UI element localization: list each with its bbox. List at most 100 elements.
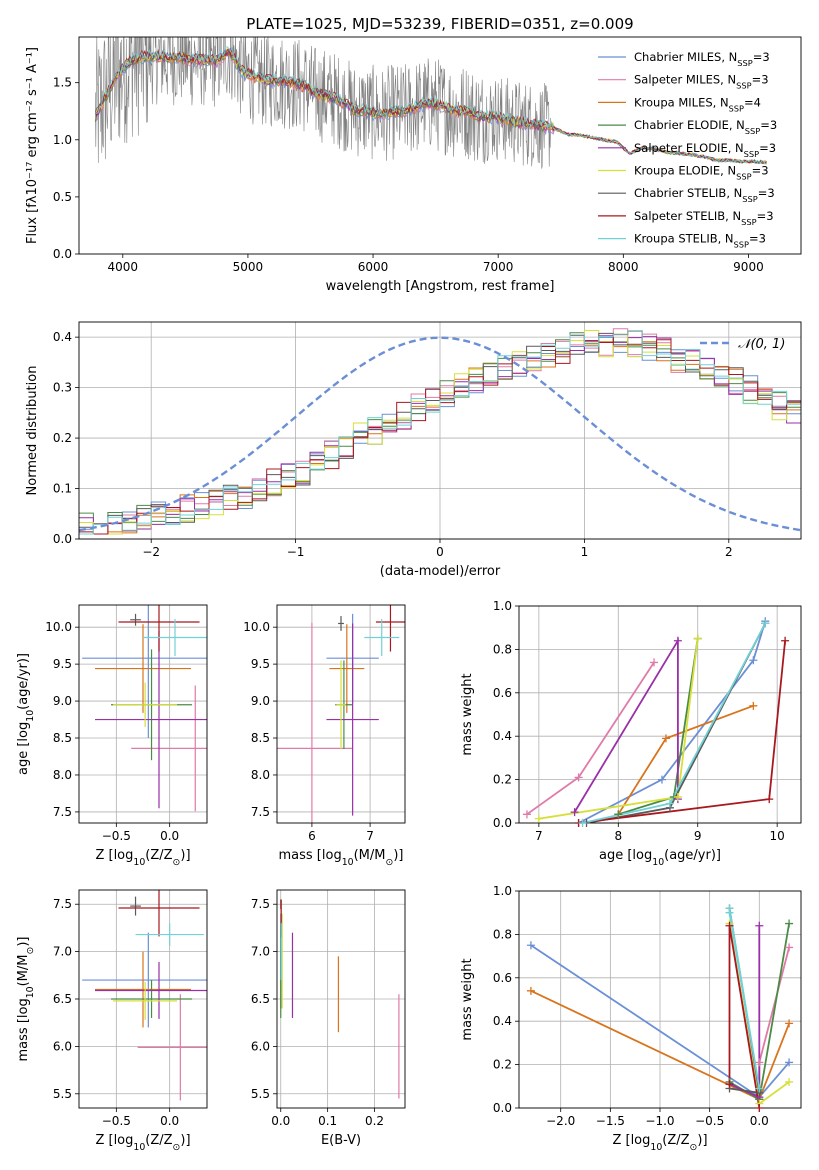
legend-entry: 𝒩(0, 1) bbox=[738, 337, 785, 352]
mass-weight-marker bbox=[785, 1058, 794, 1067]
mass-weight-marker bbox=[785, 943, 794, 952]
y-axis-label: mass [log10(M/M⊙)] bbox=[16, 937, 36, 1062]
y-tick-label: 0.0 bbox=[53, 532, 72, 546]
mass-weight-marker bbox=[574, 773, 583, 782]
y-tick-label: 0.8 bbox=[493, 927, 512, 941]
x-tick-label: 7000 bbox=[483, 260, 514, 274]
error-bar-point bbox=[95, 630, 207, 809]
legend-entry: Salpeter MILES, NSSP=3 bbox=[634, 73, 769, 91]
error-bar-point bbox=[113, 682, 178, 727]
error-bar-point bbox=[135, 923, 204, 946]
mass-weight-marker bbox=[693, 634, 702, 643]
error-bar-point bbox=[375, 605, 405, 652]
y-tick-label: 0.6 bbox=[493, 971, 512, 985]
age-vs-mass-panel: 6 7 7.5 8.0 8.5 9.0 9.5 10.0 mass [log10(M/M⊙)] bbox=[243, 604, 406, 868]
y-tick-label: 1.0 bbox=[493, 884, 512, 898]
x-tick-label: 5000 bbox=[233, 260, 264, 274]
plot-area bbox=[526, 620, 786, 823]
histogram-step bbox=[79, 330, 801, 535]
mass-weight-marker bbox=[785, 1019, 794, 1028]
model-spectrum-line bbox=[95, 46, 767, 165]
error-bar-point bbox=[111, 980, 193, 1018]
error-bar-point bbox=[326, 623, 379, 816]
error-bar-point bbox=[130, 896, 141, 916]
histogram-step bbox=[79, 330, 801, 535]
x-axis-label: age [log10(age/yr)] bbox=[599, 848, 721, 868]
y-tick-label: 8.5 bbox=[251, 731, 270, 745]
x-tick-label: 2 bbox=[725, 545, 733, 559]
error-bar-point bbox=[137, 994, 207, 1101]
histogram-panel: −2 −1 0 1 2 0.0 0.1 0.2 0.3 0.4 (data-model)/error… bbox=[25, 321, 802, 579]
x-tick-label: 0.0 bbox=[271, 1114, 290, 1128]
y-tick-label: 0.5 bbox=[53, 190, 72, 204]
y-axis-label: Flux [fλ10⁻¹⁷ erg cm⁻² s⁻¹ A⁻¹] bbox=[25, 47, 40, 244]
mass-weight-marker bbox=[570, 808, 579, 817]
x-tick-label: 7 bbox=[366, 829, 374, 843]
legend-entry: Kroupa MILES, NSSP=4 bbox=[634, 95, 761, 113]
x-tick-label: −2.0 bbox=[546, 1114, 575, 1128]
y-tick-label: 0.4 bbox=[493, 1014, 512, 1028]
y-tick-label: 6.5 bbox=[53, 992, 72, 1006]
x-tick-label: 7 bbox=[535, 829, 543, 843]
y-tick-label: 8.0 bbox=[53, 768, 72, 782]
legend-entry: Kroupa STELIB, NSSP=3 bbox=[634, 232, 766, 250]
x-tick-label: −1.5 bbox=[596, 1114, 625, 1128]
error-bar-point bbox=[277, 622, 353, 823]
x-tick-label: −0.5 bbox=[102, 829, 131, 843]
y-axis-label: Normed distribution bbox=[25, 366, 40, 496]
y-tick-label: 9.0 bbox=[251, 694, 270, 708]
x-tick-label: −0.5 bbox=[695, 1114, 724, 1128]
plot-area bbox=[280, 899, 400, 1099]
x-tick-label: 0.0 bbox=[160, 829, 179, 843]
mass-vs-extinction-panel: 0.0 0.1 0.2 5.5 6.0 6.5 7.0 7.5 E(B-V) bbox=[251, 889, 406, 1148]
mass-weight-marker bbox=[755, 1058, 764, 1067]
mass-weight-marker bbox=[673, 792, 682, 801]
observed-spectrum bbox=[95, 37, 551, 169]
mass-weight-marker bbox=[781, 636, 790, 645]
axes-frame bbox=[78, 36, 802, 255]
mass-weight-marker bbox=[755, 921, 764, 930]
histogram-step bbox=[79, 332, 801, 535]
y-tick-label: 0.0 bbox=[53, 247, 72, 261]
y-tick-label: 0.0 bbox=[493, 816, 512, 830]
x-tick-label: 0.1 bbox=[318, 1114, 337, 1128]
y-tick-label: 1.0 bbox=[493, 599, 512, 613]
mass-weight-marker bbox=[725, 921, 734, 930]
mass-weight-marker bbox=[673, 636, 682, 645]
plot-area bbox=[79, 328, 801, 535]
error-bar-point bbox=[336, 660, 346, 750]
y-tick-label: 0.1 bbox=[53, 482, 72, 496]
y-tick-label: 0.2 bbox=[493, 1058, 512, 1072]
y-tick-label: 0.0 bbox=[493, 1101, 512, 1115]
legend-entry: Kroupa ELODIE, NSSP=3 bbox=[634, 164, 769, 182]
axes-frame bbox=[78, 889, 208, 1109]
error-bar-point bbox=[95, 962, 207, 1019]
x-tick-label: 4000 bbox=[108, 260, 139, 274]
y-tick-label: 5.5 bbox=[251, 1087, 270, 1101]
error-bar-point bbox=[130, 613, 141, 626]
plot-area bbox=[82, 605, 207, 812]
mass-weight-marker bbox=[749, 701, 758, 710]
x-tick-label: 10 bbox=[770, 829, 785, 843]
y-tick-label: 0.8 bbox=[493, 642, 512, 656]
x-axis-label: Z [log10(Z/Z⊙)] bbox=[95, 848, 190, 868]
y-tick-label: 7.5 bbox=[53, 897, 72, 911]
spectrum-title: PLATE=1025, MJD=53239, FIBERID=0351, z=0… bbox=[246, 15, 633, 33]
spectrum-legend: Chabrier MILES, NSSP=3 Salpeter MILES, NS… bbox=[598, 50, 777, 250]
x-tick-label: 6000 bbox=[358, 260, 389, 274]
y-tick-label: 8.0 bbox=[251, 768, 270, 782]
mass-weight-marker bbox=[765, 795, 774, 804]
y-axis-label: mass weight bbox=[460, 673, 475, 755]
y-tick-label: 0.6 bbox=[493, 686, 512, 700]
error-bar-point bbox=[95, 951, 191, 1028]
error-bar-point bbox=[82, 932, 207, 1028]
x-tick-label: 0.0 bbox=[750, 1114, 769, 1128]
mass-weight-marker bbox=[665, 799, 674, 808]
y-tick-label: 1.5 bbox=[53, 76, 72, 90]
y-tick-label: 6.5 bbox=[251, 992, 270, 1006]
axes-frame bbox=[78, 604, 208, 824]
mass-weight-marker bbox=[657, 775, 666, 784]
plot-area bbox=[277, 605, 405, 823]
x-tick-label: 0 bbox=[436, 545, 444, 559]
